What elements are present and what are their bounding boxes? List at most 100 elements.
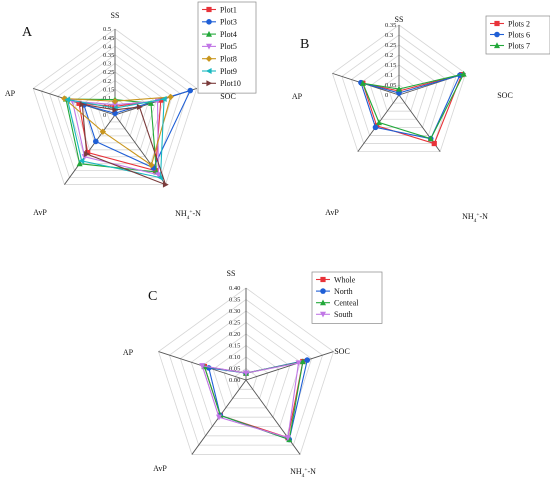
legend-marker [206, 6, 212, 13]
legend-label: Plot9 [220, 67, 237, 76]
data-point [187, 87, 194, 94]
axis-label: SS [111, 11, 120, 20]
grid-ring [49, 45, 181, 172]
axis-label: SOC [497, 91, 513, 100]
tick-label: 0.1 [103, 95, 111, 102]
data-point [136, 104, 143, 111]
tick-label: 0.3 [103, 61, 111, 68]
legend-marker [320, 311, 326, 318]
tick-label: 0.5 [103, 26, 111, 33]
tick-label: 0 [103, 112, 106, 119]
legend-marker [494, 42, 500, 49]
legend-marker [206, 43, 212, 50]
panel-letter: C [148, 289, 157, 304]
tick-label: 0.30 [229, 308, 240, 315]
axis-label: AvP [153, 464, 167, 473]
legend-label: Plot4 [220, 30, 237, 39]
grid-ring [212, 345, 280, 409]
tick-label: 0.15 [103, 86, 114, 93]
data-point [427, 135, 434, 142]
legend-label: North [334, 287, 353, 296]
legend-marker [206, 80, 213, 87]
data-point [304, 357, 311, 363]
data-point [243, 370, 249, 377]
legend-marker [320, 276, 326, 283]
data-point [376, 119, 383, 126]
tick-label: 0.15 [229, 343, 240, 350]
data-point [84, 150, 90, 157]
tick-label: 0.25 [385, 42, 396, 49]
tick-label: 0.10 [229, 354, 240, 361]
data-point [112, 106, 119, 113]
data-point [359, 80, 366, 86]
data-point [460, 70, 467, 77]
legend-marker [494, 31, 500, 38]
grid-ring [158, 287, 334, 455]
series-line [83, 89, 192, 169]
data-point [92, 138, 99, 145]
grid-ring [369, 64, 429, 120]
grid-ring [360, 54, 438, 128]
data-point [76, 160, 83, 167]
tick-label: 0.35 [385, 22, 396, 29]
legend-label: Whole [334, 275, 356, 284]
tick-label: 0.05 [385, 82, 396, 89]
axis-label: AP [5, 89, 16, 98]
tick-label: 0 [385, 92, 388, 99]
tick-label: 0.40 [229, 285, 240, 292]
axis-label: SOC [220, 92, 236, 101]
data-point [396, 85, 402, 92]
panel-b: B SS SOC NH4+-N AvP AP 0.35 0.3 0.25 0.2 0.15 0.1 0.… [292, 15, 550, 224]
grid-ring [168, 299, 324, 446]
axis-label: AvP [33, 208, 47, 217]
grid-ring [201, 333, 291, 418]
grid-ring [81, 80, 149, 144]
tick-label: 0.00 [229, 377, 240, 384]
data-point [160, 96, 167, 103]
tick-label: 0.3 [385, 32, 393, 39]
data-point [61, 95, 68, 102]
axis-label: NH4+-N [462, 212, 488, 224]
data-point [64, 96, 71, 103]
legend-label: Plots 7 [508, 41, 530, 50]
data-point [162, 181, 169, 188]
legend-marker [206, 30, 212, 37]
legend-label: Plot8 [220, 55, 237, 64]
data-point [111, 98, 119, 105]
grid-ring [190, 322, 302, 427]
axis-spoke [64, 114, 116, 185]
axis-spoke [245, 351, 334, 381]
axis-label: SOC [334, 347, 350, 356]
legend-marker [205, 55, 213, 62]
data-point [215, 414, 222, 421]
tick-label: 0.25 [229, 320, 240, 327]
data-point [155, 172, 162, 179]
legend-marker [494, 20, 500, 27]
data-point [152, 168, 159, 174]
grid-ring [65, 62, 165, 158]
tick-label: 0.1 [385, 72, 393, 79]
legend-label: Plot3 [220, 18, 237, 27]
tick-label: 0.05 [229, 366, 240, 373]
legend-label: Plot10 [220, 79, 241, 88]
tick-label: 0.35 [103, 52, 114, 59]
grid-ring [32, 28, 198, 185]
legend-label: Centeal [334, 299, 359, 308]
legend-box [197, 1, 257, 94]
series-line [62, 96, 172, 166]
tick-label: 0.2 [385, 52, 393, 59]
data-point [286, 436, 293, 443]
axis-label: AP [292, 92, 303, 101]
axis-label: SS [227, 269, 236, 278]
panel-letter: B [300, 37, 309, 52]
grid-ring [179, 310, 313, 437]
panel-c: C SS SOC NH4+-N AvP AP 0.40 0.35 0.30 0.25 0.20 0.1… [123, 269, 383, 479]
grid-ring [234, 368, 258, 390]
legend-label: Plots 2 [508, 19, 530, 28]
data-point [299, 358, 306, 365]
data-point [148, 161, 155, 169]
grid-ring [341, 34, 457, 144]
tick-label: 0.2 [103, 78, 111, 85]
legend-label: South [334, 310, 353, 319]
axis-label: NH4+-N [290, 467, 316, 479]
